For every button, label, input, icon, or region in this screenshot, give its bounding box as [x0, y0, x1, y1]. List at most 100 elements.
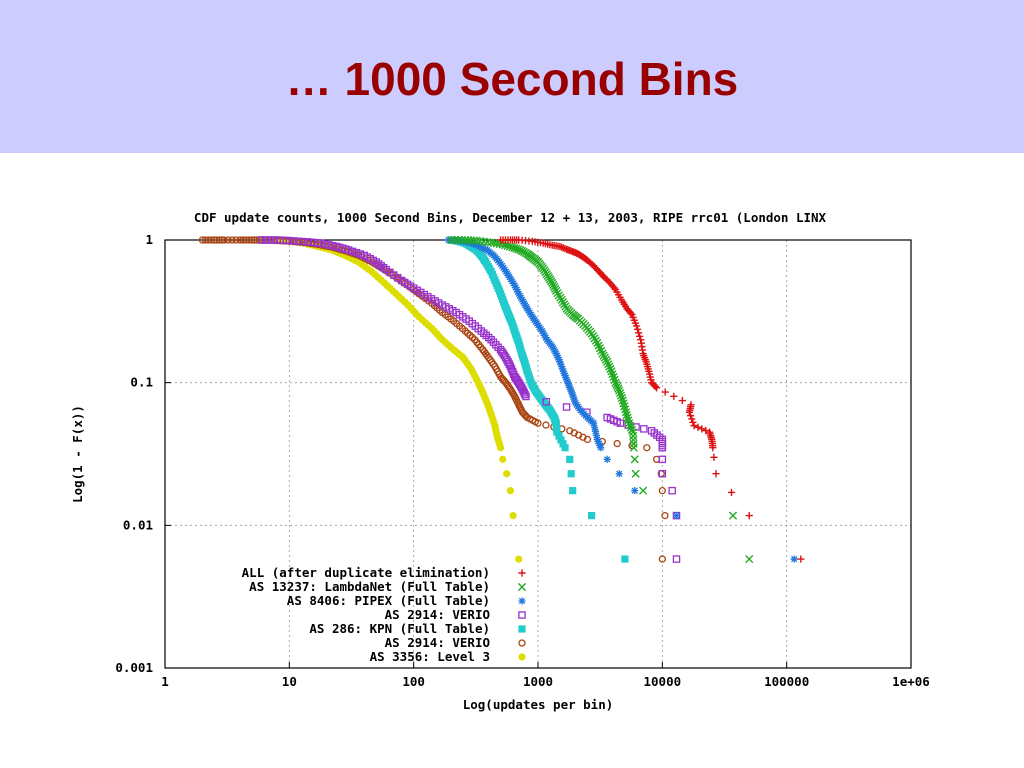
data-point [506, 487, 515, 495]
series-6 [198, 236, 669, 563]
data-point [566, 383, 574, 391]
data-point [476, 242, 484, 251]
data-point [557, 360, 565, 368]
data-point [253, 236, 261, 244]
data-point [597, 444, 605, 452]
data-point [710, 453, 718, 461]
data-point [566, 455, 574, 463]
data-point [554, 354, 562, 362]
data-point [610, 284, 618, 292]
series-2 [447, 235, 754, 564]
data-point [567, 387, 575, 395]
data-point [627, 309, 635, 317]
legend-label: AS 286: KPN (Full Table) [309, 621, 490, 636]
data-point [569, 393, 577, 401]
y-axis-label: Log(1 - F(x)) [70, 405, 85, 503]
data-point [561, 371, 569, 380]
legend-entry: AS 2914: VERIO [385, 635, 526, 650]
legend: ALL (after duplicate elimination)AS 1323… [242, 565, 527, 664]
y-tick-label: 0.01 [123, 517, 153, 532]
data-point [658, 487, 666, 495]
data-point [540, 331, 549, 339]
data-point [542, 333, 550, 342]
data-point [619, 399, 628, 408]
y-tick-label: 0.1 [130, 375, 153, 390]
legend-entry: AS 3356: Level 3 [370, 649, 526, 664]
data-point [224, 236, 232, 244]
data-point [504, 358, 512, 366]
data-point [606, 364, 615, 374]
data-point [556, 242, 564, 251]
legend-label: ALL (after duplicate elimination) [242, 565, 490, 580]
data-point [745, 512, 753, 520]
data-point [685, 408, 693, 416]
data-point [661, 511, 669, 520]
data-point [457, 235, 466, 245]
data-point [727, 488, 736, 497]
data-point [568, 389, 576, 397]
data-point [503, 470, 511, 478]
data-point [565, 381, 573, 389]
data-point [590, 423, 599, 431]
series-4 [258, 236, 681, 563]
data-point [672, 512, 681, 520]
data-point [328, 241, 337, 250]
data-point [588, 512, 596, 520]
series-3 [444, 236, 798, 563]
data-point [712, 470, 720, 478]
data-point [555, 432, 563, 440]
legend-entry: AS 8406: PIPEX (Full Table) [287, 593, 526, 608]
data-point [450, 235, 459, 245]
data-point [728, 511, 738, 520]
legend-marker [518, 597, 526, 605]
data-point [583, 435, 592, 444]
data-point [542, 421, 550, 429]
data-point [605, 362, 614, 371]
data-point [265, 236, 274, 244]
data-point [220, 236, 228, 244]
data-point [698, 425, 706, 433]
data-point [538, 327, 546, 335]
data-point [542, 397, 551, 406]
legend-entry: AS 286: KPN (Full Table) [309, 621, 526, 636]
data-point [621, 555, 629, 563]
data-point [477, 243, 486, 252]
data-point [640, 425, 648, 433]
data-point [557, 243, 566, 251]
data-point [631, 487, 639, 495]
data-point [471, 241, 480, 249]
plot-frame [164, 239, 912, 669]
data-point [745, 554, 754, 564]
x-tick-label: 100000 [764, 674, 809, 689]
data-point [616, 391, 626, 400]
data-point [636, 332, 644, 340]
data-point [555, 356, 563, 364]
data-point [559, 244, 567, 252]
data-point [591, 427, 600, 435]
data-point [505, 360, 513, 368]
legend-entry: AS 13237: LambdaNet (Full Table) [249, 579, 527, 594]
data-point [499, 455, 507, 463]
data-point [556, 358, 564, 366]
data-point [709, 444, 717, 452]
legend-marker [518, 569, 526, 577]
data-point [658, 455, 667, 464]
data-point [620, 402, 629, 411]
data-point [615, 470, 623, 478]
data-point [285, 236, 294, 245]
chart-title: CDF update counts, 1000 Second Bins, Dec… [194, 210, 827, 225]
data-point [325, 241, 333, 249]
data-point [604, 360, 613, 369]
data-point [611, 378, 620, 387]
data-point [672, 555, 681, 563]
data-point [515, 555, 523, 563]
data-point [563, 376, 571, 384]
data-point [558, 365, 567, 373]
legend-entry: AS 2914: VERIO [385, 607, 526, 622]
data-point [592, 431, 600, 439]
data-point [686, 412, 695, 420]
data-point [658, 469, 667, 478]
y-tick-label: 1 [145, 232, 153, 247]
data-point [635, 329, 643, 337]
legend-label: AS 13237: LambdaNet (Full Table) [249, 579, 490, 594]
